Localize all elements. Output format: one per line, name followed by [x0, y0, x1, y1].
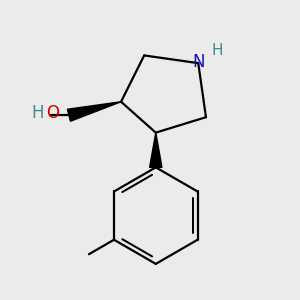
Polygon shape — [68, 102, 121, 121]
Text: N: N — [192, 53, 205, 71]
Text: H: H — [211, 43, 223, 58]
Polygon shape — [150, 133, 162, 167]
Text: H: H — [31, 104, 44, 122]
Text: O: O — [46, 104, 59, 122]
